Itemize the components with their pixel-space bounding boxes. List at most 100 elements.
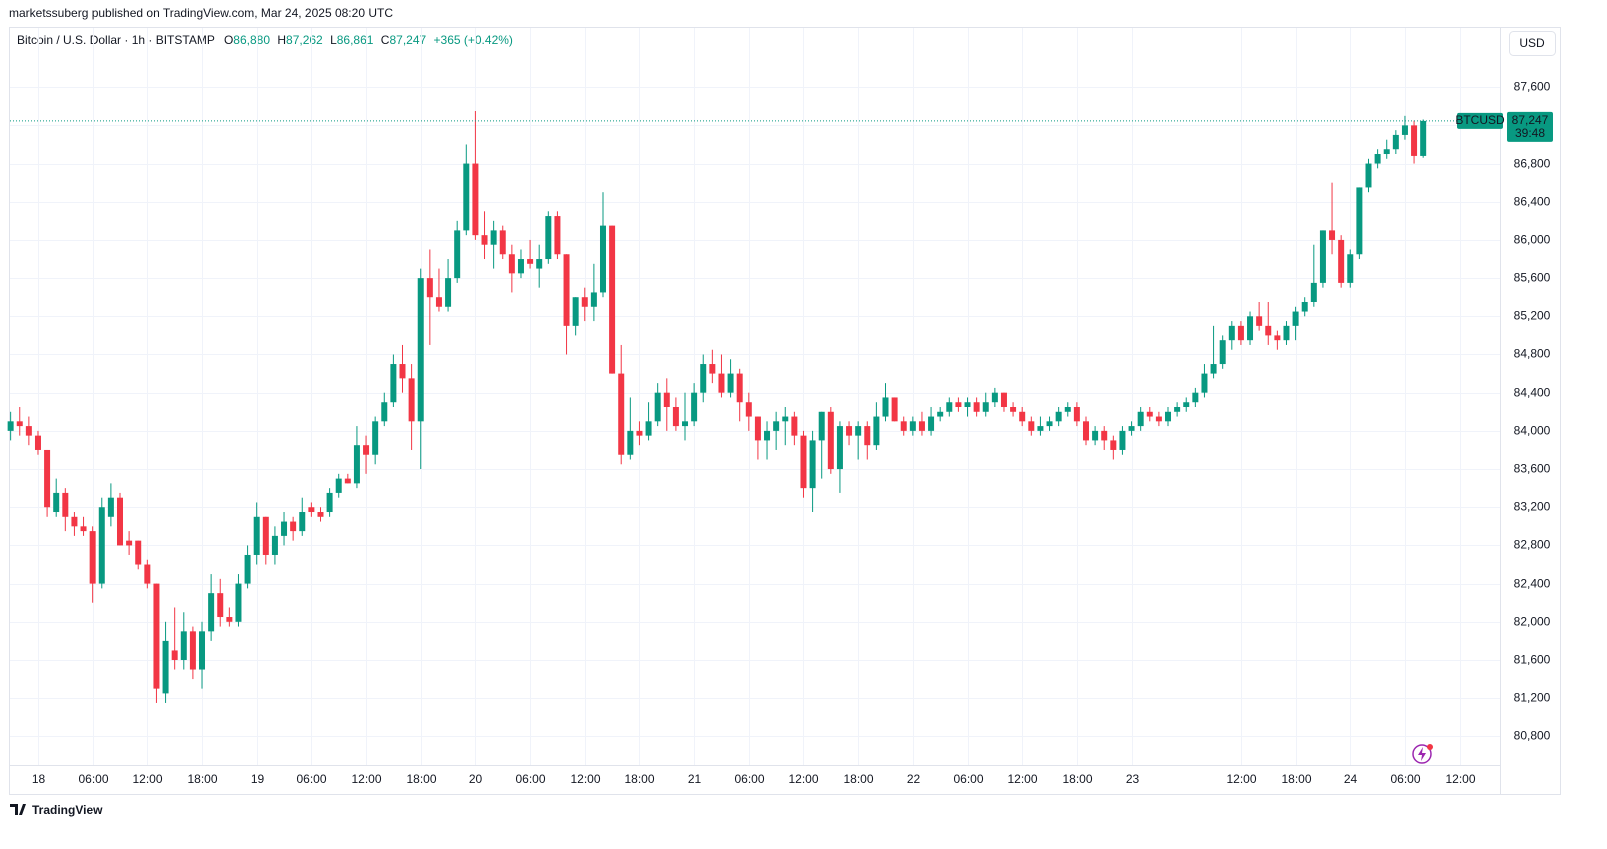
candle-body bbox=[344, 478, 351, 484]
logo-mark bbox=[10, 804, 26, 815]
y-tick-label: 83,200 bbox=[1514, 500, 1551, 514]
x-tick-label: 23 bbox=[1126, 772, 1140, 786]
x-tick-label: 06:00 bbox=[734, 772, 764, 786]
candle-body bbox=[581, 297, 588, 307]
candle-body bbox=[964, 402, 971, 408]
candle-body bbox=[116, 497, 123, 546]
candle-body bbox=[335, 478, 342, 493]
candle-body bbox=[107, 497, 114, 517]
candle-body bbox=[846, 426, 853, 436]
candle-body bbox=[499, 230, 506, 255]
candle-body bbox=[882, 397, 889, 417]
candle-body bbox=[654, 392, 661, 422]
chart-frame bbox=[9, 27, 1561, 795]
x-tick-label: 12:00 bbox=[132, 772, 162, 786]
y-tick-label: 81,600 bbox=[1514, 653, 1551, 667]
candle-body bbox=[1383, 149, 1390, 155]
candle-body bbox=[864, 426, 871, 446]
x-tick-label: 18 bbox=[32, 772, 46, 786]
candle-body bbox=[481, 235, 488, 245]
candle-body bbox=[426, 278, 433, 298]
candle-body bbox=[1392, 134, 1399, 150]
legend: Bitcoin / U.S. Dollar · 1h · BITSTAMP O8… bbox=[17, 33, 513, 47]
candle-body bbox=[508, 254, 515, 274]
candle-body bbox=[98, 507, 105, 584]
candle-body bbox=[946, 402, 953, 412]
ohlc-letter: C bbox=[381, 33, 390, 47]
candle-body bbox=[836, 426, 843, 470]
candle-body bbox=[900, 421, 907, 431]
candle-body bbox=[253, 516, 260, 555]
candle-body bbox=[1146, 411, 1153, 417]
candle-body bbox=[381, 402, 388, 422]
countdown-label: 39:48 bbox=[1515, 126, 1545, 140]
icon-bolt[interactable] bbox=[1418, 747, 1426, 761]
candle-body bbox=[754, 416, 761, 441]
y-tick-label: 86,800 bbox=[1514, 157, 1551, 171]
candle-body bbox=[1347, 254, 1354, 283]
footer-logo: TradingView bbox=[10, 803, 103, 817]
candle-body bbox=[454, 230, 461, 279]
candle-body bbox=[1401, 125, 1408, 135]
x-tick-label: 18:00 bbox=[187, 772, 217, 786]
candle-body bbox=[1319, 230, 1326, 283]
y-tick-label: 85,200 bbox=[1514, 309, 1551, 323]
candle-body bbox=[764, 430, 771, 441]
ohlc-value: 87,262 bbox=[286, 33, 323, 47]
candle-body bbox=[718, 373, 725, 393]
candle-body bbox=[855, 426, 862, 436]
candle-body bbox=[517, 259, 524, 274]
candle-body bbox=[563, 254, 570, 326]
candle-body bbox=[1174, 407, 1181, 412]
x-tick-label: 18:00 bbox=[843, 772, 873, 786]
ohlc-value: 87,247 bbox=[389, 33, 426, 47]
candle-body bbox=[800, 435, 807, 489]
candle-body bbox=[937, 411, 944, 417]
candle-body bbox=[636, 430, 643, 436]
candle-body bbox=[25, 426, 32, 436]
candle-body bbox=[918, 421, 925, 431]
candle-body bbox=[782, 416, 789, 422]
x-tick-label: 18:00 bbox=[406, 772, 436, 786]
candle-body bbox=[71, 516, 78, 527]
candle-body bbox=[235, 583, 242, 622]
candle-body bbox=[618, 373, 625, 455]
currency-label[interactable]: USD bbox=[1519, 36, 1545, 50]
y-tick-label: 87,600 bbox=[1514, 80, 1551, 94]
candle-body bbox=[271, 535, 278, 555]
ohlc-letter: H bbox=[277, 33, 286, 47]
icon-dot[interactable] bbox=[1427, 744, 1433, 750]
candle-body bbox=[53, 492, 60, 513]
candle-body bbox=[1137, 411, 1144, 427]
candle-body bbox=[545, 216, 552, 260]
y-tick-label: 82,800 bbox=[1514, 538, 1551, 552]
candle-body bbox=[727, 373, 734, 393]
x-tick-label: 18:00 bbox=[624, 772, 654, 786]
candle-body bbox=[1265, 325, 1272, 336]
candle-body bbox=[1046, 421, 1053, 427]
candle-body bbox=[818, 411, 825, 441]
candle-body bbox=[709, 364, 716, 374]
candle-body bbox=[1338, 239, 1345, 283]
x-tick-label: 18:00 bbox=[1062, 772, 1092, 786]
candle-body bbox=[1092, 430, 1099, 441]
candle-body bbox=[1119, 430, 1126, 450]
y-tick-label: 86,000 bbox=[1514, 233, 1551, 247]
icon-ring[interactable] bbox=[1412, 744, 1432, 764]
candle-body bbox=[199, 631, 206, 670]
candle-body bbox=[1365, 163, 1372, 188]
candle-body bbox=[153, 583, 160, 689]
candle-body bbox=[16, 421, 23, 427]
candle-body bbox=[7, 421, 14, 431]
candle-body bbox=[891, 397, 898, 422]
currency-button[interactable] bbox=[1509, 31, 1556, 56]
logo-text: TradingView bbox=[32, 803, 103, 817]
candle-body bbox=[682, 421, 689, 427]
candle-body bbox=[599, 225, 606, 293]
candle-body bbox=[208, 593, 215, 632]
candle-body bbox=[928, 416, 935, 431]
tool-icon[interactable] bbox=[1412, 744, 1433, 764]
candle-body bbox=[691, 392, 698, 422]
x-tick-label: 20 bbox=[469, 772, 483, 786]
candle-body bbox=[1019, 411, 1026, 422]
